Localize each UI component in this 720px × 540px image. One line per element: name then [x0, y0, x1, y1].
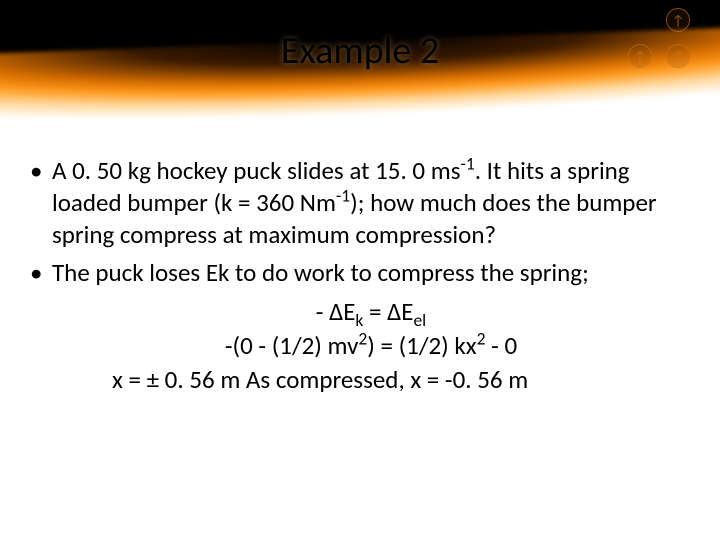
slide-body: A 0. 50 kg hockey puck slides at 15. 0 m…: [30, 155, 690, 396]
equation-line: -(0 - (1/2) mv2) = (1/2) kx2 - 0: [52, 329, 690, 363]
bullet-item: A 0. 50 kg hockey puck slides at 15. 0 m…: [30, 155, 690, 251]
equation-block: - ΔEk = ΔEel-(0 - (1/2) mv2) = (1/2) kx2…: [30, 295, 690, 396]
slide-title: Example 2: [0, 28, 720, 74]
slide: ↑↑↑ Example 2 A 0. 50 kg hockey puck sli…: [0, 0, 720, 540]
bullet-item: The puck loses Ek to do work to compress…: [30, 257, 690, 289]
equation-line: x = ± 0. 56 m As compressed, x = -0. 56 …: [52, 363, 690, 397]
bullet-list: A 0. 50 kg hockey puck slides at 15. 0 m…: [30, 155, 690, 289]
equation-line: - ΔEk = ΔEel: [52, 295, 690, 329]
